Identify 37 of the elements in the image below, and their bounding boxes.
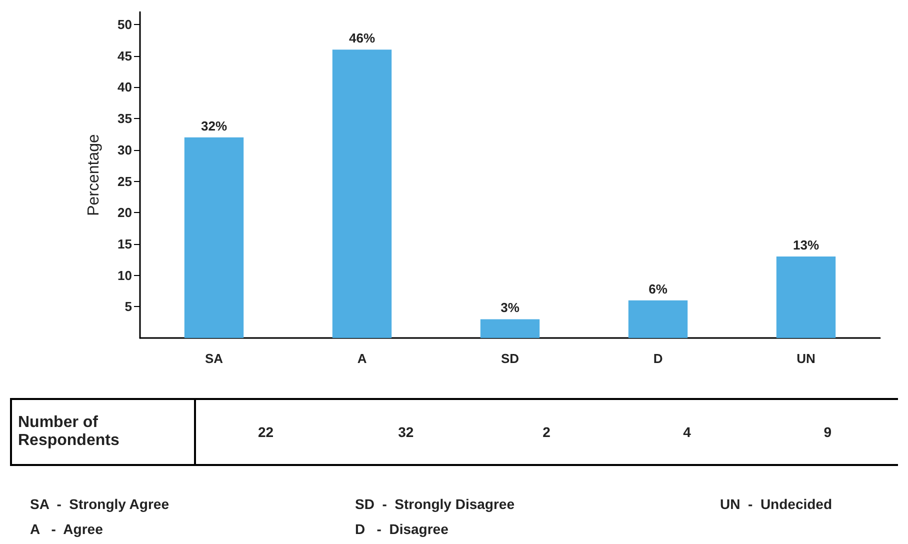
x-tick-label: UN — [796, 351, 816, 366]
text: 22 — [257, 423, 275, 442]
y-tick-label: 40 — [118, 80, 132, 95]
bar — [776, 256, 836, 338]
data-label: 13% — [792, 238, 820, 252]
y-tick-label: 35 — [118, 111, 132, 126]
text: D - Disagree — [355, 521, 450, 539]
data-label: 32% — [200, 118, 228, 134]
y-tick-label: 30 — [118, 142, 132, 158]
text: 2 — [542, 423, 552, 442]
bar — [628, 300, 688, 338]
text: A - Agree — [30, 521, 104, 539]
y-tick-label: 15 — [118, 236, 132, 252]
y-tick-label: 5 — [124, 299, 132, 314]
y-tick-label: 45 — [118, 48, 132, 64]
x-tick-label: SD — [500, 351, 520, 366]
y-tick-label: 20 — [118, 205, 132, 220]
data-label: 6% — [648, 281, 668, 296]
bar — [332, 50, 392, 338]
text: Number of Respondents — [11, 399, 195, 465]
text: SD - Strongly Disagree — [355, 496, 516, 514]
y-tick-label: 50 — [118, 17, 132, 32]
bar — [184, 137, 244, 338]
y-axis-title: Percentage — [86, 134, 102, 216]
x-tick-label: A — [357, 351, 368, 366]
text: UN - Undecided — [720, 496, 834, 514]
text: 4 — [682, 423, 692, 442]
data-label: 46% — [348, 30, 376, 46]
x-tick-label: SA — [204, 351, 224, 366]
x-tick-label: D — [653, 351, 663, 366]
y-tick-label: 10 — [118, 268, 132, 283]
text: 9 — [822, 423, 833, 442]
text: 32 — [397, 423, 415, 442]
bar — [480, 319, 540, 338]
y-tick-label: 25 — [118, 174, 132, 189]
data-label: 3% — [500, 300, 520, 316]
text: SA - Strongly Agree — [30, 496, 170, 514]
